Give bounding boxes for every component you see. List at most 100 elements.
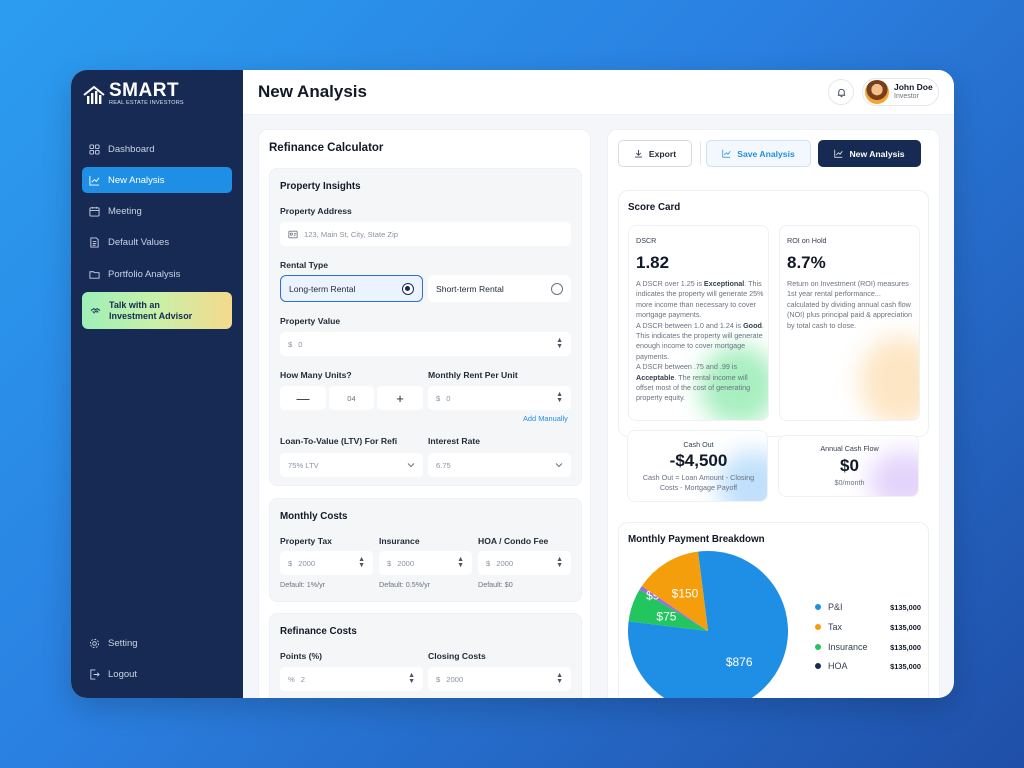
- sidebar-item-label: Logout: [108, 668, 138, 680]
- stepper-arrows-icon[interactable]: ▲ ▼: [556, 556, 563, 569]
- sidebar-item-label: Dashboard: [108, 143, 155, 155]
- dscr-text: . The rental income will offset most of …: [636, 372, 751, 403]
- hoa-input[interactable]: $ 2000 ▲ ▼: [478, 551, 571, 575]
- ltv-select[interactable]: 75% LTV: [280, 453, 423, 477]
- decrement-units-button[interactable]: —: [280, 386, 326, 410]
- interest-rate-select[interactable]: 6.75: [428, 453, 571, 477]
- gear-icon: [89, 638, 100, 648]
- stepper-arrows-icon[interactable]: ▲ ▼: [556, 337, 563, 350]
- sidebar-item-dashboard[interactable]: Dashboard: [82, 136, 232, 162]
- advisor-label: Talk with an Investment Advisor: [109, 299, 193, 321]
- address-input[interactable]: 123, Main St, City, State Zip: [280, 222, 571, 246]
- stepper-arrows-icon[interactable]: ▲ ▼: [408, 672, 415, 685]
- pie-slice-insurance: [628, 589, 708, 631]
- save-analysis-button[interactable]: Save Analysis: [706, 140, 811, 167]
- hoa-hint: Default: $0: [478, 580, 513, 589]
- dscr-text: . This indicates the property will gener…: [636, 320, 764, 361]
- currency-prefix: $: [288, 339, 293, 349]
- cash-out-card: Cash Out -$4,500 Cash Out = Loan Amount …: [627, 430, 768, 502]
- score-card: Score Card DSCR 1.82 A DSCR over 1.25 is…: [618, 190, 929, 437]
- sidebar-item-label: Meeting: [108, 206, 142, 218]
- sidebar-item-meeting[interactable]: Meeting: [82, 199, 232, 225]
- stepper-arrows-icon[interactable]: ▲ ▼: [556, 672, 563, 685]
- chevron-down-icon: [407, 463, 415, 468]
- calculator-title: Refinance Calculator: [269, 142, 384, 154]
- currency-prefix: $: [387, 558, 392, 568]
- roi-explanation: Return on Investment (ROI) measures 1st …: [787, 279, 913, 330]
- dscr-text: A DSCR between .75 and .99 is: [636, 362, 738, 372]
- export-button[interactable]: Export: [618, 140, 692, 167]
- brand-logo[interactable]: SMART REAL ESTATE INVESTORS: [83, 80, 184, 107]
- stepper-arrows-icon[interactable]: ▲ ▼: [556, 391, 563, 404]
- sidebar-item-logout[interactable]: Logout: [82, 661, 232, 687]
- legend-value: $135,000: [890, 661, 921, 671]
- currency-prefix: $: [288, 558, 293, 568]
- notifications-button[interactable]: [828, 79, 854, 105]
- toolbar-divider: [700, 142, 701, 165]
- avatar: [865, 80, 889, 104]
- score-card-title: Score Card: [628, 202, 681, 213]
- currency-prefix: $: [486, 558, 491, 568]
- pie-slice-label: $75: [656, 610, 676, 624]
- calendar-icon: [89, 207, 100, 217]
- sidebar-item-portfolio-analysis[interactable]: Portfolio Analysis: [82, 261, 232, 287]
- page-title: New Analysis: [258, 82, 367, 101]
- insurance-input[interactable]: $ 2000 ▲ ▼: [379, 551, 472, 575]
- sidebar-bottom-nav: Setting Logout: [82, 630, 232, 693]
- chart-line-icon: [722, 149, 731, 158]
- legend-dot: [815, 624, 821, 630]
- brand-title: SMART: [109, 80, 180, 101]
- legend-item-tax: Tax $135,000: [815, 621, 921, 633]
- closing-costs-input[interactable]: $ 2000 ▲ ▼: [428, 667, 571, 691]
- section-title: Monthly Costs: [280, 511, 348, 522]
- house-logo-icon: [83, 85, 105, 104]
- ltv-label: Loan-To-Value (LTV) For Refi: [280, 436, 398, 446]
- legend-value: $135,000: [890, 622, 921, 632]
- property-tax-hint: Default: 1%/yr: [280, 580, 326, 589]
- legend-label: Tax: [828, 622, 843, 632]
- chart-line-icon: [834, 149, 844, 158]
- roi-value: 8.7%: [787, 253, 826, 272]
- user-name: John Doe: [894, 82, 933, 92]
- radio-short-term-rental[interactable]: Short-term Rental: [428, 275, 571, 302]
- advisor-cta-button[interactable]: Talk with an Investment Advisor: [82, 292, 232, 329]
- insurance-hint: Default: 0.5%/yr: [379, 580, 431, 589]
- stepper-arrows-icon[interactable]: ▲ ▼: [358, 556, 365, 569]
- pie-slice-label: $876: [726, 655, 753, 669]
- save-label: Save Analysis: [737, 148, 795, 159]
- new-label: New Analysis: [849, 148, 905, 159]
- points-input[interactable]: % 2 ▲ ▼: [280, 667, 423, 691]
- rent-label: Monthly Rent Per Unit: [428, 370, 518, 380]
- sidebar-item-setting[interactable]: Setting: [82, 630, 232, 656]
- sidebar-item-new-analysis[interactable]: New Analysis: [82, 167, 232, 194]
- cash-flow-monthly: $0/month: [834, 478, 865, 487]
- legend-value: $135,000: [890, 602, 921, 612]
- payment-pie-chart: $876$75$9 $150: [628, 551, 788, 698]
- increment-units-button[interactable]: +: [377, 386, 423, 410]
- app-window: SMART REAL ESTATE INVESTORS Dashboard Ne…: [71, 70, 954, 698]
- sidebar-item-default-values[interactable]: Default Values: [82, 230, 232, 256]
- units-input[interactable]: 04: [329, 386, 374, 410]
- closing-costs-label: Closing Costs: [428, 651, 486, 661]
- brand-subtitle: REAL ESTATE INVESTORS: [109, 100, 184, 106]
- currency-prefix: $: [436, 393, 441, 403]
- property-value-input[interactable]: $ 0 ▲ ▼: [280, 332, 571, 356]
- address-label: Property Address: [280, 206, 352, 216]
- radio-long-term-rental[interactable]: Long-term Rental: [280, 275, 423, 302]
- export-label: Export: [648, 148, 677, 159]
- property-tax-input[interactable]: $ 2000 ▲ ▼: [280, 551, 373, 575]
- topbar: New Analysis John Doe Investor: [243, 70, 954, 115]
- radio-indicator: [402, 282, 414, 295]
- pie-slice-tax: [641, 551, 708, 631]
- add-manually-link[interactable]: Add Manually: [523, 414, 568, 423]
- new-analysis-button[interactable]: New Analysis: [818, 140, 921, 167]
- dscr-rating: Good: [743, 320, 762, 330]
- user-role: Investor: [894, 93, 919, 100]
- user-menu[interactable]: John Doe Investor: [862, 78, 939, 106]
- stepper-arrows-icon[interactable]: ▲ ▼: [457, 556, 464, 569]
- property-insights-section: Property Insights Property Address 123, …: [269, 168, 582, 486]
- monthly-rent-input[interactable]: $ 0 ▲ ▼: [428, 386, 571, 410]
- property-value-label: Property Value: [280, 316, 341, 326]
- legend-item-insurance: Insurance $135,000: [815, 641, 921, 653]
- dscr-value: 1.82: [636, 253, 670, 272]
